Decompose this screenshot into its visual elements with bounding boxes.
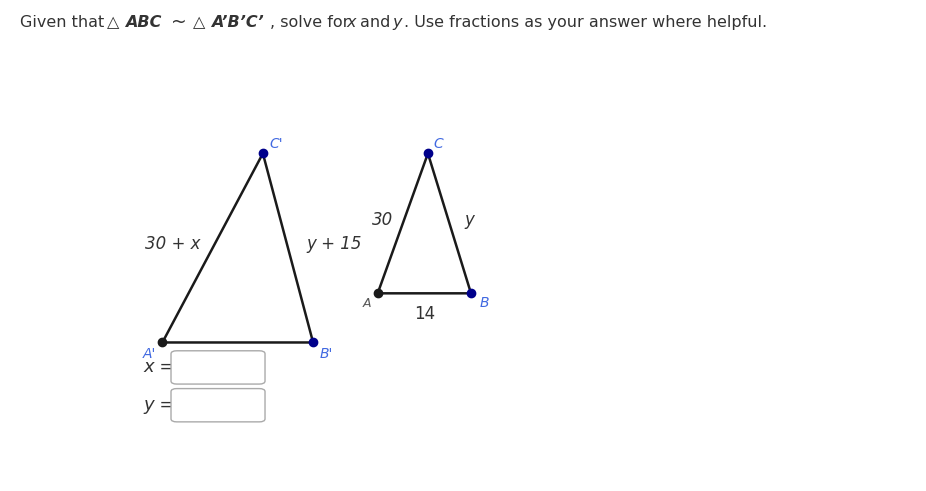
Text: A’B’C’: A’B’C’ bbox=[211, 15, 264, 29]
Text: 30: 30 bbox=[372, 211, 394, 229]
Text: B: B bbox=[479, 296, 489, 310]
Text: and: and bbox=[360, 15, 391, 29]
Text: 14: 14 bbox=[414, 305, 435, 323]
FancyBboxPatch shape bbox=[171, 388, 265, 422]
Text: ABC: ABC bbox=[125, 15, 161, 29]
Text: A: A bbox=[363, 298, 371, 310]
Text: y =: y = bbox=[143, 396, 174, 414]
Text: , solve for: , solve for bbox=[270, 15, 350, 29]
Text: y: y bbox=[465, 211, 474, 229]
FancyBboxPatch shape bbox=[171, 351, 265, 384]
Text: y + 15: y + 15 bbox=[306, 235, 361, 253]
Text: C': C' bbox=[269, 137, 282, 151]
Text: B': B' bbox=[319, 347, 332, 361]
Text: x =: x = bbox=[143, 358, 174, 376]
Text: ~: ~ bbox=[171, 13, 187, 31]
Text: Given that: Given that bbox=[20, 15, 105, 29]
Text: y: y bbox=[393, 15, 402, 29]
Text: △: △ bbox=[106, 15, 119, 29]
Text: 30 + x: 30 + x bbox=[145, 235, 201, 253]
Text: △: △ bbox=[193, 15, 205, 29]
Text: . Use fractions as your answer where helpful.: . Use fractions as your answer where hel… bbox=[404, 15, 767, 29]
Text: C: C bbox=[433, 137, 444, 151]
Text: A': A' bbox=[143, 347, 156, 361]
Text: x: x bbox=[346, 15, 356, 29]
Text: 22: 22 bbox=[227, 355, 248, 372]
